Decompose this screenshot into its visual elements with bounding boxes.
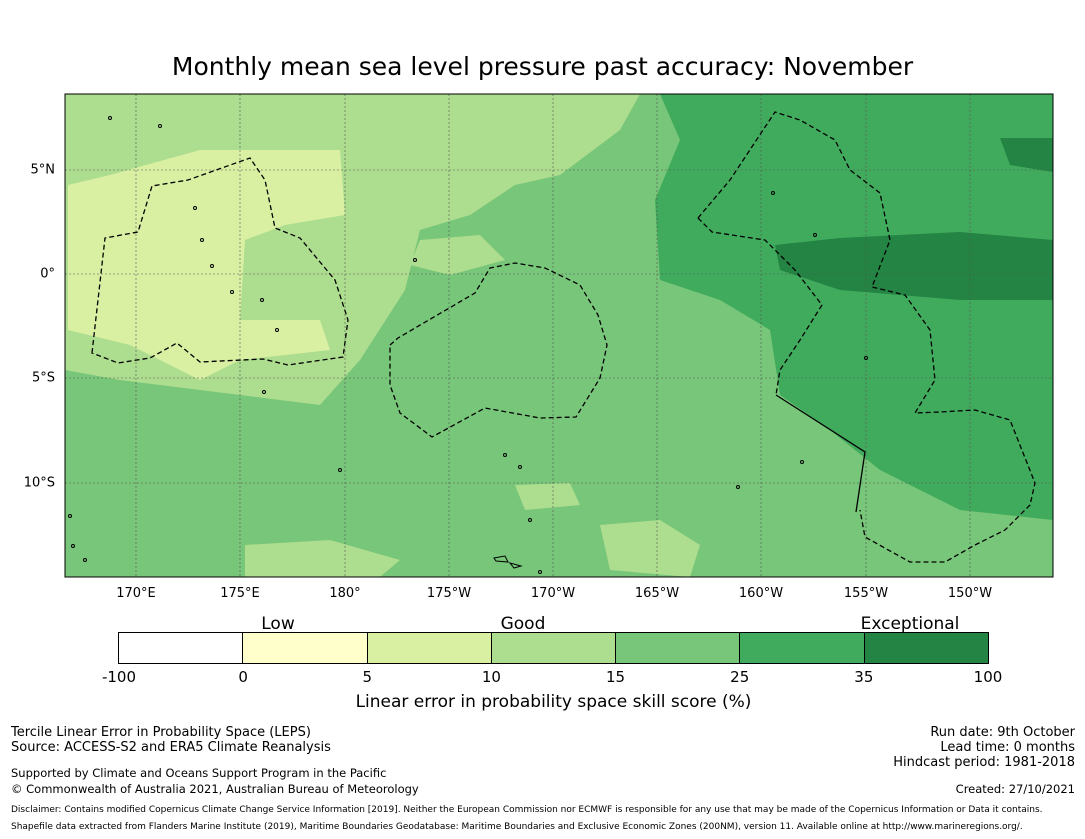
footer-leps: Tercile Linear Error in Probability Spac… [11,725,311,740]
colorbar-tick-label: 10 [481,668,501,686]
island-9 [338,468,342,472]
island-2 [193,206,197,210]
footer-source: Source: ACCESS-S2 and ERA5 Climate Reana… [11,740,331,755]
legend-category-exceptional: Exceptional [860,614,960,634]
legend-category-low: Low [261,614,295,634]
field-moderate-west [68,150,345,380]
lon-tick-label: 170°E [116,586,156,601]
map-frame [64,93,1054,578]
legend-category-good: Good [500,614,546,634]
lon-tick-label: 155°W [843,586,889,601]
island-12 [518,465,522,469]
lat-tick-label: 0° [40,266,55,282]
colorbar-tick-label: 35 [854,668,874,686]
field-high-east [655,94,1053,520]
chart-title: Monthly mean sea level pressure past acc… [171,52,914,81]
colorbar-segment-1 [243,633,368,663]
island-22 [71,544,75,548]
island-5 [230,290,234,294]
island-21 [83,558,87,562]
skill-map [64,93,1054,578]
hindcast-period: Hindcast period: 1981-2018 [893,755,1075,770]
island-samoa [493,555,523,569]
colorbar-segment-6 [864,633,988,663]
island-7 [275,328,279,332]
lat-tick-label: 5°S [31,370,55,386]
eez-inner [697,217,823,396]
lon-tick-label: 165°W [634,586,680,601]
lon-tick-label: 180° [329,586,361,601]
lon-tick-label: 150°W [947,586,993,601]
eez-kiribati-gilbert [91,157,349,366]
graticule [65,94,1053,577]
lon-tick-label: 175°W [426,586,472,601]
eez-line-islands [697,111,1036,563]
lon-tick-label: 175°E [220,586,260,601]
field-good-south [245,540,400,577]
colorbar-segment-0 [119,633,244,663]
skill-fields [65,94,1053,577]
island-19 [813,233,817,237]
lat-tick-label: 5°N [30,162,56,178]
colorbar-tick-label: 100 [973,668,1003,686]
colorbar-segment-3 [491,633,617,663]
colorbar [118,632,989,664]
island-20 [68,514,72,518]
islands [68,116,868,574]
island-0 [108,116,112,120]
colorbar-segment-5 [740,633,865,663]
run-date: Run date: 9th October [930,725,1075,740]
colorbar-tick-label: 5 [362,668,373,686]
island-17 [864,356,868,360]
colorbar-tick-label: -100 [101,668,137,686]
island-6 [260,298,264,302]
island-18 [771,191,775,195]
island-13 [528,518,532,522]
eez-phoenix [389,262,608,438]
colorbar-label: Linear error in probability space skill … [355,692,752,712]
island-10 [413,258,417,262]
island-11 [503,453,507,457]
lead-time: Lead time: 0 months [940,740,1075,755]
island-14 [538,570,542,574]
colorbar-tick-label: 0 [238,668,248,686]
field-good-patch [515,483,580,510]
footer-copyright: © Commonwealth of Australia 2021, Austra… [11,782,419,796]
field-good-southeast [600,520,700,577]
footer-support: Supported by Climate and Oceans Support … [11,766,387,780]
colorbar-segment-2 [367,633,492,663]
eez-boundaries [91,111,1036,563]
created-date: Created: 27/10/2021 [955,782,1075,796]
island-3 [200,238,204,242]
colorbar-segment-4 [616,633,741,663]
field-good-center [410,235,505,275]
disclaimer: Disclaimer: Contains modified Copernicus… [11,805,1043,815]
lon-tick-label: 170°W [530,586,576,601]
lat-tick-label: 10°S [23,475,55,491]
island-1 [158,124,162,128]
colorbar-tick-label: 25 [730,668,750,686]
island-4 [210,264,214,268]
shapefile-credit: Shapefile data extracted from Flanders M… [11,822,1023,832]
field-highest-band [775,232,1053,300]
island-16 [800,460,804,464]
colorbar-tick-label: 15 [606,668,626,686]
island-8 [262,390,266,394]
lon-tick-label: 160°W [738,586,784,601]
eez-solid-boundary [775,394,866,513]
island-15 [736,485,740,489]
field-highest-ne [1000,138,1053,172]
